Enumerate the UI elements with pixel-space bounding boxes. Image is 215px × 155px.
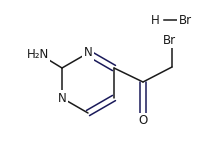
Text: H: H	[151, 13, 159, 27]
Text: N: N	[84, 46, 92, 60]
Text: Br: Br	[163, 33, 176, 46]
Text: Br: Br	[178, 13, 192, 27]
Text: H₂N: H₂N	[27, 49, 49, 62]
Text: N: N	[58, 91, 66, 104]
Text: O: O	[138, 115, 148, 128]
